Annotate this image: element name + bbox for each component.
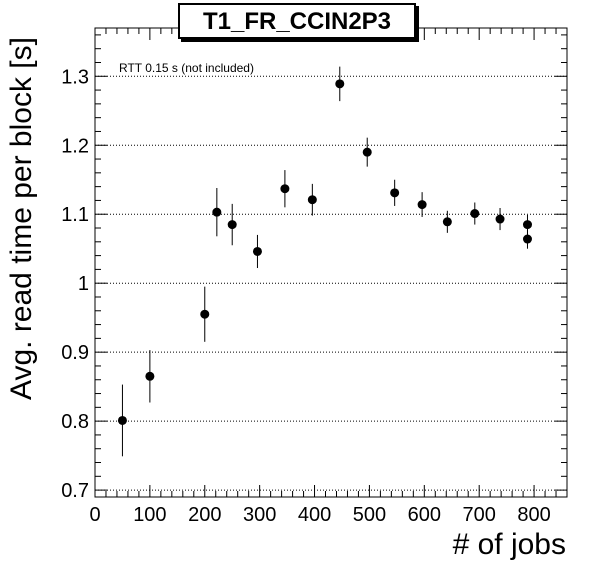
data-point [522,220,532,230]
data-point [145,371,155,381]
data-point [470,209,480,219]
plot-frame [94,27,568,498]
y-tick-label: 1.3 [61,66,89,88]
y-tick-label: 1 [78,273,89,295]
data-point [307,195,317,205]
x-tick-label: 700 [462,504,495,526]
data-point [212,207,222,217]
x-tick-label: 300 [243,504,276,526]
y-tick-label: 0.9 [61,342,89,364]
x-tick-label: 0 [89,504,100,526]
data-points [117,66,532,457]
y-axis-label: Avg. read time per block [s] [5,37,38,400]
data-point [227,220,237,230]
data-point [200,309,210,319]
x-tick-label: 200 [188,504,221,526]
data-point [252,246,262,256]
data-point [417,200,427,210]
x-tick-label: 800 [517,504,550,526]
data-point [117,415,127,425]
y-tick-label: 0.7 [61,480,89,502]
data-point [362,147,372,157]
y-tick-label: 1.2 [61,135,89,157]
x-axis-label: # of jobs [452,528,566,561]
rtt-annotation: RTT 0.15 s (not included) [119,61,254,75]
data-point [280,184,290,194]
chart-title: T1_FR_CCIN2P3 [202,8,392,35]
tick-labels: 0.7 0.8 0.9 1 1.1 1.2 1.3 0 100 200 300 400 500 600 70… [61,66,551,526]
grid-lines [95,75,567,491]
y-tick-label: 1.1 [61,204,89,226]
x-tick-label: 100 [133,504,166,526]
data-point [442,217,452,227]
y-tick-label: 0.8 [61,411,89,433]
x-tick-label: 600 [408,504,441,526]
chart-title-box: T1_FR_CCIN2P3 [178,3,416,39]
data-point [335,79,345,89]
data-point [495,214,505,224]
data-point [522,234,532,244]
axis-ticks [94,28,568,497]
data-point [390,188,400,198]
x-tick-label: 400 [298,504,331,526]
x-tick-label: 500 [353,504,386,526]
